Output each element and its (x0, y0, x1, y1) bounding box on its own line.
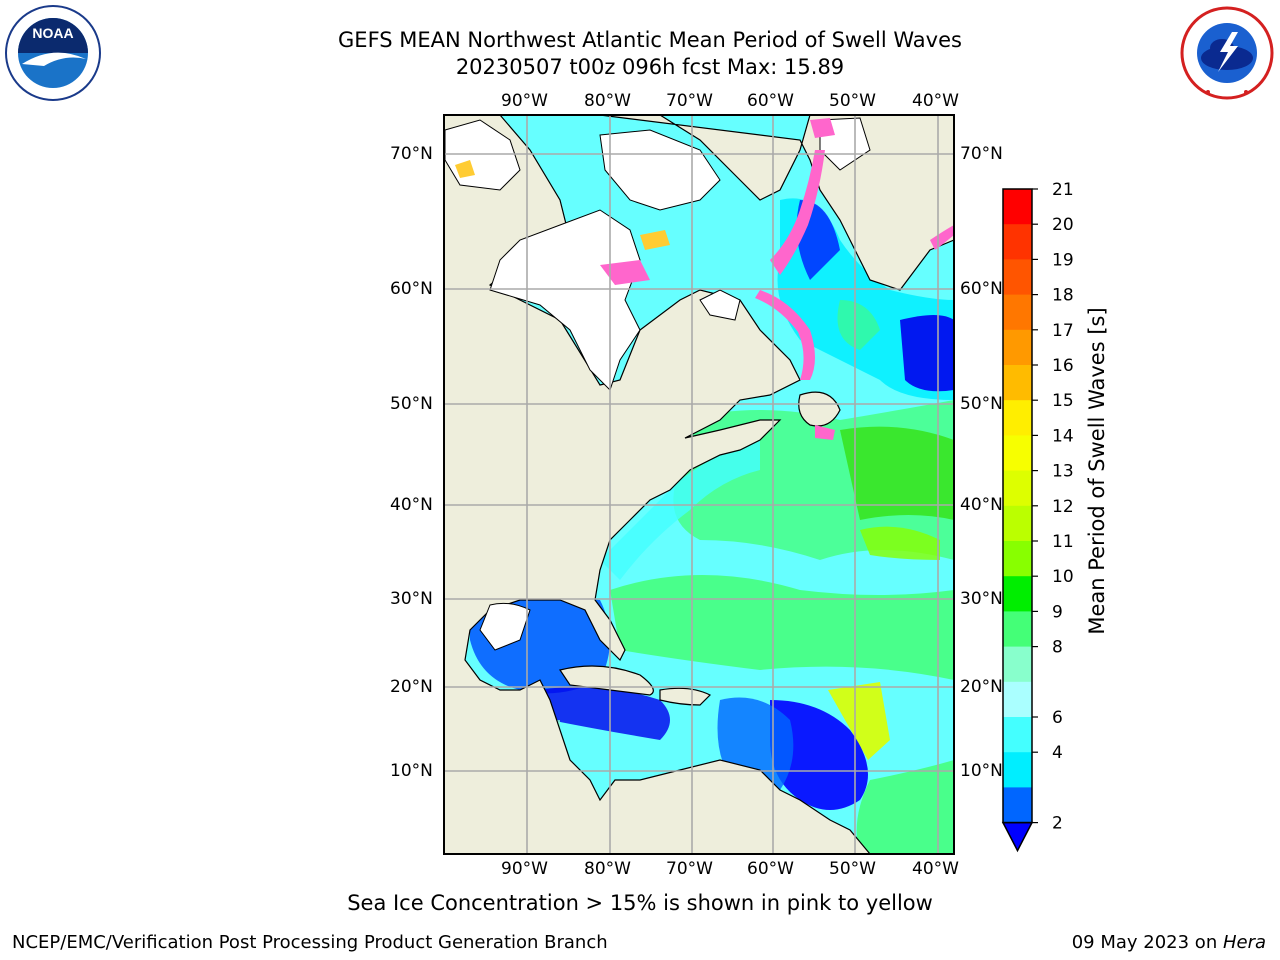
colorbar-segment (1003, 365, 1032, 401)
lon-label-bottom: 60°W (747, 859, 794, 879)
colorbar-segment (1003, 189, 1032, 225)
colorbar-segment (1003, 294, 1032, 331)
lat-label-right: 20°N (960, 677, 1003, 697)
colorbar-tick-label: 16 (1052, 356, 1074, 376)
colorbar-segment (1003, 541, 1032, 577)
colorbar-tick-label: 13 (1052, 462, 1074, 482)
colorbar-tick-label: 8 (1052, 638, 1063, 658)
noaa-logo: NOAA (4, 4, 102, 102)
colorbar-extend-arrow (1001, 821, 1034, 853)
nws-logo (1178, 4, 1276, 102)
footer-machine: Hera (1222, 932, 1266, 953)
colorbar-segment (1003, 752, 1032, 788)
lat-label-left: 10°N (390, 761, 433, 781)
colorbar-tick-label: 21 (1052, 180, 1074, 200)
colorbar-tick-label: 11 (1052, 532, 1074, 552)
lon-label-top: 80°W (584, 91, 631, 111)
lat-label-left: 60°N (390, 279, 433, 299)
colorbar: 21 20 19 18 17 16 15 14 13 12 11 10 9 8 6 4 2 (1001, 180, 1074, 853)
colorbar-tick-label: 15 (1052, 391, 1074, 411)
colorbar-segment (1003, 470, 1032, 507)
colorbar-segment (1003, 681, 1032, 718)
colorbar-title: Mean Period of Swell Waves [s] (1085, 307, 1109, 635)
lon-label-top: 60°W (747, 91, 794, 111)
footer-date-text: 09 May 2023 on (1071, 932, 1223, 953)
colorbar-tick-label: 17 (1052, 321, 1074, 341)
lat-label-left: 50°N (390, 394, 433, 414)
lat-label-right: 60°N (960, 279, 1003, 299)
lon-label-bottom: 40°W (912, 859, 959, 879)
lat-label-left: 20°N (390, 677, 433, 697)
colorbar-segment (1003, 224, 1032, 260)
chart-title: GEFS MEAN Northwest Atlantic Mean Period… (338, 28, 962, 52)
footer-date: 09 May 2023 on Hera (1072, 932, 1266, 953)
map-frame (443, 114, 955, 855)
lat-label-right: 40°N (960, 495, 1003, 515)
lat-label-left: 30°N (390, 589, 433, 609)
noaa-logo-text: NOAA (32, 25, 73, 41)
lon-label-bottom: 70°W (666, 859, 713, 879)
lon-label-top: 90°W (501, 91, 548, 111)
colorbar-segment (1003, 400, 1032, 436)
lon-label-bottom: 80°W (584, 859, 631, 879)
lon-label-bottom: 90°W (501, 859, 548, 879)
lon-label-bottom: 50°W (829, 859, 876, 879)
lat-label-right: 50°N (960, 394, 1003, 414)
colorbar-tick-label: 18 (1052, 286, 1074, 306)
colorbar-tick-label: 12 (1052, 497, 1074, 517)
colorbar-segment (1003, 611, 1032, 648)
colorbar-tick-label: 19 (1052, 250, 1074, 270)
colorbar-segment (1003, 646, 1032, 683)
lat-label-right: 10°N (960, 761, 1003, 781)
colorbar-tick-label: 10 (1052, 567, 1074, 587)
colorbar-tick-label: 20 (1052, 215, 1074, 235)
lat-label-right: 70°N (960, 144, 1003, 164)
colorbar-segment (1003, 435, 1032, 472)
colorbar-segment (1003, 259, 1032, 296)
lat-label-left: 40°N (390, 495, 433, 515)
lon-label-top: 50°W (829, 91, 876, 111)
sea-ice-note: Sea Ice Concentration > 15% is shown in … (347, 891, 933, 915)
colorbar-tick-label: 4 (1052, 743, 1063, 763)
sea-ice-fringe (455, 118, 954, 440)
colorbar-segment (1003, 576, 1032, 612)
colorbar-tick-label: 6 (1052, 708, 1063, 728)
colorbar-tick-label: 9 (1052, 602, 1063, 622)
lat-label-left: 70°N (390, 144, 433, 164)
chart-subtitle: 20230507 t00z 096h fcst Max: 15.89 (455, 55, 845, 79)
colorbar-segment (1003, 505, 1032, 542)
lat-label-right: 30°N (960, 589, 1003, 609)
colorbar-tick-label: 2 (1052, 814, 1063, 834)
colorbar-segment (1003, 717, 1032, 753)
footer-credit: NCEP/EMC/Verification Post Processing Pr… (12, 932, 608, 953)
colorbar-tick-label: 14 (1052, 426, 1074, 446)
colorbar-segment (1003, 329, 1032, 366)
lon-label-top: 70°W (666, 91, 713, 111)
lon-label-top: 40°W (912, 91, 959, 111)
graticule (444, 115, 954, 854)
colorbar-segment (1003, 787, 1032, 824)
